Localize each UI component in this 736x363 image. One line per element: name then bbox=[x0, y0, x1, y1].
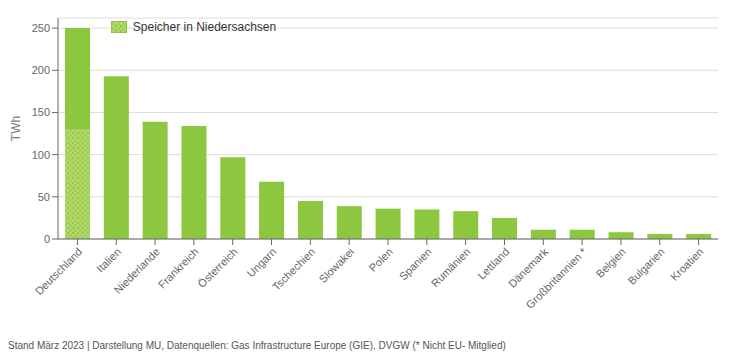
html-text:Stand März 2023 | Darstellung: Stand März 2023 | Darstellung MU, Datenq… bbox=[8, 340, 506, 351]
svg-text:Großbritannien *: Großbritannien * bbox=[523, 245, 589, 311]
svg-text:Dänemark: Dänemark bbox=[505, 245, 551, 290]
svg-text:100: 100 bbox=[32, 149, 50, 161]
svg-text:150: 150 bbox=[32, 106, 50, 118]
svg-text:50: 50 bbox=[38, 191, 50, 203]
html-text:Speicher in Niedersachsen: Speicher in Niedersachsen bbox=[132, 20, 277, 34]
svg-text:Bulgarien: Bulgarien bbox=[625, 245, 666, 286]
svg-text:Slowakei: Slowakei bbox=[316, 245, 356, 285]
svg-text:Kroatien: Kroatien bbox=[668, 245, 705, 282]
svg-text:Polen: Polen bbox=[367, 245, 395, 273]
svg-text:Lettland: Lettland bbox=[475, 245, 511, 281]
svg-text:Deutschland: Deutschland bbox=[33, 245, 85, 297]
svg-text:200: 200 bbox=[32, 64, 50, 76]
svg-text:Ungarn: Ungarn bbox=[244, 245, 278, 279]
svg-text:Österreich: Österreich bbox=[195, 245, 239, 289]
svg-text:Tschechien: Tschechien bbox=[270, 245, 317, 292]
svg-text:Rumänien: Rumänien bbox=[429, 245, 473, 289]
svg-text:Italien: Italien bbox=[94, 245, 123, 274]
svg-text:Frankreich: Frankreich bbox=[156, 245, 201, 290]
svg-text:TWh: TWh bbox=[9, 116, 23, 141]
svg-text:0: 0 bbox=[44, 233, 50, 245]
svg-text:Belgien: Belgien bbox=[593, 245, 627, 279]
svg-text:250: 250 bbox=[32, 22, 50, 34]
svg-text:Niederlande: Niederlande bbox=[112, 245, 162, 295]
svg-text:Spanien: Spanien bbox=[397, 245, 434, 282]
